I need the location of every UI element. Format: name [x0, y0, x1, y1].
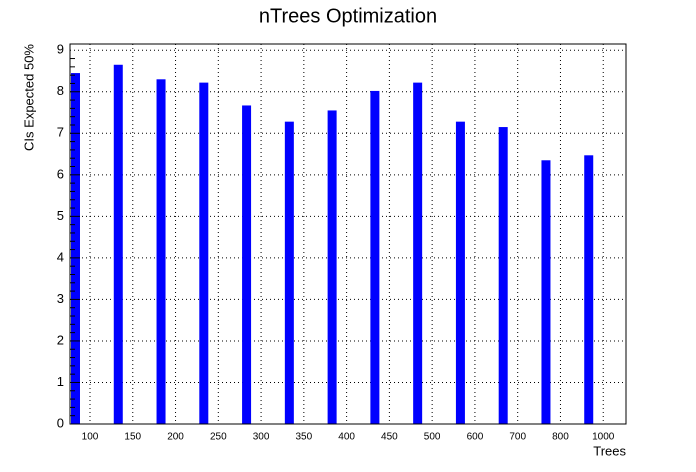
y-tick-label: 8 [57, 83, 64, 98]
y-tick-label: 4 [57, 249, 64, 264]
bar [327, 110, 337, 424]
frame [69, 43, 627, 425]
y-tick-label: 9 [57, 42, 64, 57]
y-tick-label: 3 [57, 291, 64, 306]
x-axis-label: Trees [593, 443, 626, 458]
bar [71, 73, 80, 424]
y-axis-label: CIs Expected 50% [21, 44, 36, 151]
bar [242, 105, 252, 424]
x-tick-label: 200 [167, 432, 184, 443]
bar [284, 121, 294, 425]
y-tick-label: 0 [57, 415, 64, 430]
bar [199, 82, 209, 424]
x-tick-label: 150 [124, 432, 141, 443]
x-tick-label: 700 [509, 432, 526, 443]
x-tick-label: 450 [381, 432, 398, 443]
bar [113, 64, 123, 425]
y-tick-label: 2 [57, 332, 64, 347]
bar [413, 82, 423, 424]
x-tick-label: 600 [467, 432, 484, 443]
x-tick-label: 800 [552, 432, 569, 443]
y-tick-label: 7 [57, 125, 64, 140]
chart-title: nTrees Optimization [259, 5, 437, 27]
x-tick-label: 400 [338, 432, 355, 443]
bar [584, 155, 594, 425]
bar [156, 79, 166, 425]
bar [455, 121, 465, 425]
y-tick-label: 5 [57, 208, 64, 223]
x-tick-label: 250 [210, 432, 227, 443]
y-tick-label: 1 [57, 374, 64, 389]
bar [370, 90, 380, 425]
y-tick-label: 6 [57, 166, 64, 181]
x-tick-label: 100 [82, 432, 99, 443]
bar [498, 127, 508, 424]
x-tick-label: 500 [424, 432, 441, 443]
bar [541, 160, 551, 424]
x-tick-label: 350 [296, 432, 313, 443]
x-tick-label: 300 [253, 432, 270, 443]
x-tick-label: 1000 [592, 432, 615, 443]
